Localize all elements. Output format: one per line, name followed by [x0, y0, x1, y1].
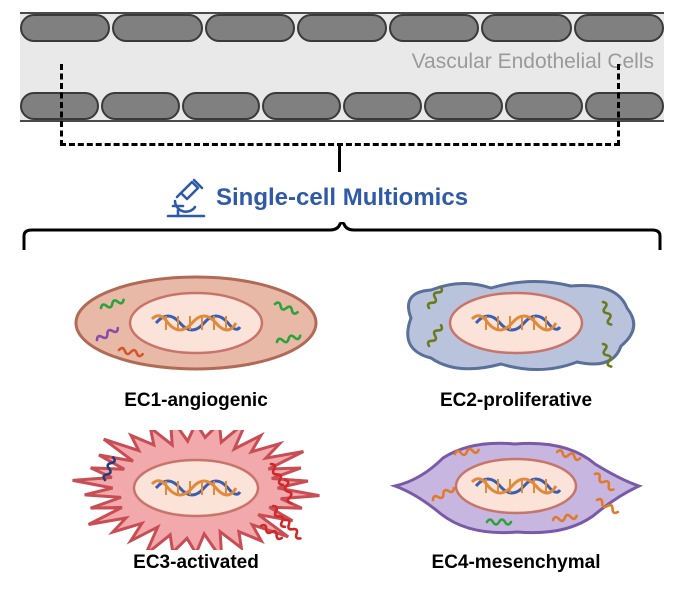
- method-label: Single-cell Multiomics: [216, 184, 468, 212]
- microscope-icon: [164, 176, 208, 220]
- endothelial-cell: [112, 14, 202, 42]
- cell-ec4-graphic: [381, 430, 651, 550]
- endothelial-cell: [297, 14, 387, 42]
- cell-ec2-graphic: [381, 268, 651, 388]
- cell-ec3-graphic: [61, 430, 331, 550]
- endothelial-row-top: [20, 14, 664, 42]
- cell-ec2-caption: EC2-proliferative: [356, 390, 676, 412]
- endothelial-cell: [20, 14, 110, 42]
- cell-ec1-caption: EC1-angiogenic: [36, 390, 356, 412]
- cell-ec1: EC1-angiogenic: [36, 268, 356, 412]
- cell-ec4-caption: EC4-mesenchymal: [356, 552, 676, 574]
- cell-ec3: EC3-activated: [36, 430, 356, 574]
- endothelial-cell: [574, 14, 664, 42]
- lead-line: [338, 146, 341, 172]
- bracket: [22, 222, 662, 252]
- cell-subtypes-panel: EC1-angiogenic EC2-proliferative EC3-act…: [0, 258, 686, 588]
- cell-ec1-graphic: [61, 268, 331, 388]
- endothelial-cell: [389, 14, 479, 42]
- selection-box: [60, 64, 620, 146]
- endothelial-cell: [481, 14, 571, 42]
- cell-ec3-caption: EC3-activated: [36, 552, 356, 574]
- cell-ec2: EC2-proliferative: [356, 268, 676, 412]
- endothelial-cell: [205, 14, 295, 42]
- cell-ec4: EC4-mesenchymal: [356, 430, 676, 574]
